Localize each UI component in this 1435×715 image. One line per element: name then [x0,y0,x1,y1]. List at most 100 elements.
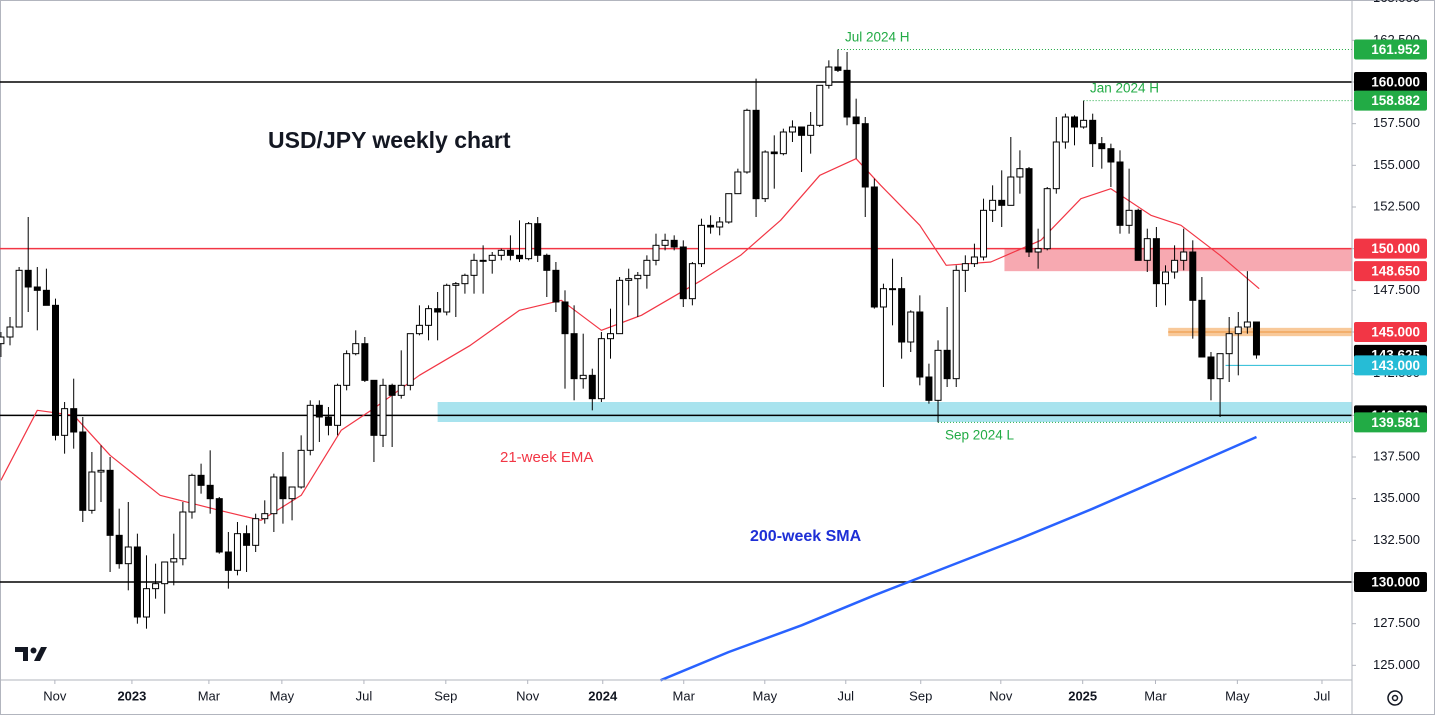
candle-body [224,551,232,571]
candle-body [51,304,59,436]
candle-body [297,449,305,488]
candle-body [115,534,123,565]
x-tick-label: 2024 [588,688,618,703]
candle-body [343,353,351,386]
y-tick-label: 127.500 [1373,615,1420,630]
candle-body [1089,119,1097,145]
logo-mark [15,647,47,661]
settings-ring[interactable] [1387,690,1403,706]
candle-body [88,471,96,511]
candle-body [1189,251,1197,301]
candle-body [688,263,696,300]
candle-body [679,246,687,300]
x-tick-label: 2023 [117,688,146,703]
candle-body [752,109,760,200]
candle-body [934,349,942,401]
candle-body [397,384,405,396]
candle-body [415,324,423,335]
candle-body [188,474,196,513]
x-tick-label: May [1225,688,1250,703]
price-badge [1354,90,1427,111]
candle-body [1152,238,1160,285]
x-tick-label: Mar [673,688,696,703]
y-tick-label: 147.500 [1373,282,1420,297]
settings-core[interactable] [1391,694,1399,702]
x-tick-label: Jul [1314,688,1331,703]
price-badge [1354,238,1427,259]
candle-body [1052,141,1060,190]
candle-body [1043,188,1051,250]
candle-body [606,333,614,340]
candle-body [1243,321,1251,328]
price-badge [1354,39,1427,60]
candle-body [1143,238,1151,261]
candle-body [634,274,642,280]
candle-body [816,84,824,126]
candle-body [6,326,14,338]
candle-body [261,513,269,520]
candle-body [1025,168,1033,253]
candle-body [288,486,296,500]
candle-body [61,408,69,436]
candle-body [579,374,587,380]
candle-body [142,588,150,618]
x-tick-label: Mar [198,688,221,703]
candle-body [479,259,487,262]
candle-body [852,116,860,125]
candle-body [1134,209,1142,261]
candle-body [406,333,414,386]
price-badge-label: 143.000 [1371,358,1420,373]
candle-body [97,469,105,473]
chart-title: USD/JPY weekly chart [268,127,511,153]
candle-body [0,336,5,345]
candle-body [252,518,260,546]
candle-body [506,249,514,256]
annotation: Sep 2024 L [945,428,1015,443]
candle-body [370,379,378,436]
candle-body [352,343,360,355]
logo [15,647,47,661]
candle-body [215,498,223,553]
candle-body [1116,161,1124,226]
candle-body [461,274,469,285]
candle-body [907,311,915,343]
candle-body [1098,143,1106,150]
candle-body [361,343,369,381]
candle-body [970,256,978,265]
settings-icon[interactable] [1387,690,1403,706]
candle-body [516,254,524,260]
candle-body [1107,148,1115,163]
candle-body [161,561,169,585]
candle-body [1252,321,1260,356]
candle-body [470,259,478,276]
candle-body [788,126,796,133]
x-tick-label: Nov [516,688,540,703]
candle-body [770,151,778,155]
y-tick-label: 125.000 [1373,657,1420,672]
candle-body [925,376,933,401]
candle-body [525,223,533,260]
price-badge [1354,355,1427,376]
candle-body [843,69,851,118]
candle-body [952,269,960,380]
candle-body [998,199,1006,206]
candle-body [670,239,678,248]
candle-body [79,431,87,511]
logo-dot [30,647,37,654]
candle-body [1171,259,1179,273]
candle-body [697,224,705,265]
candle-body [980,209,988,258]
candle-body [597,338,605,400]
candle-body [270,476,278,515]
candle-body [543,254,551,271]
candle-body [334,384,342,426]
sma-label: 200-week SMA [750,528,862,545]
candle-body [561,301,569,335]
ema-label: 21-week EMA [500,449,593,466]
price-badge-label: 148.650 [1371,264,1420,279]
candle-body [233,533,241,571]
price-badge [1354,412,1427,433]
